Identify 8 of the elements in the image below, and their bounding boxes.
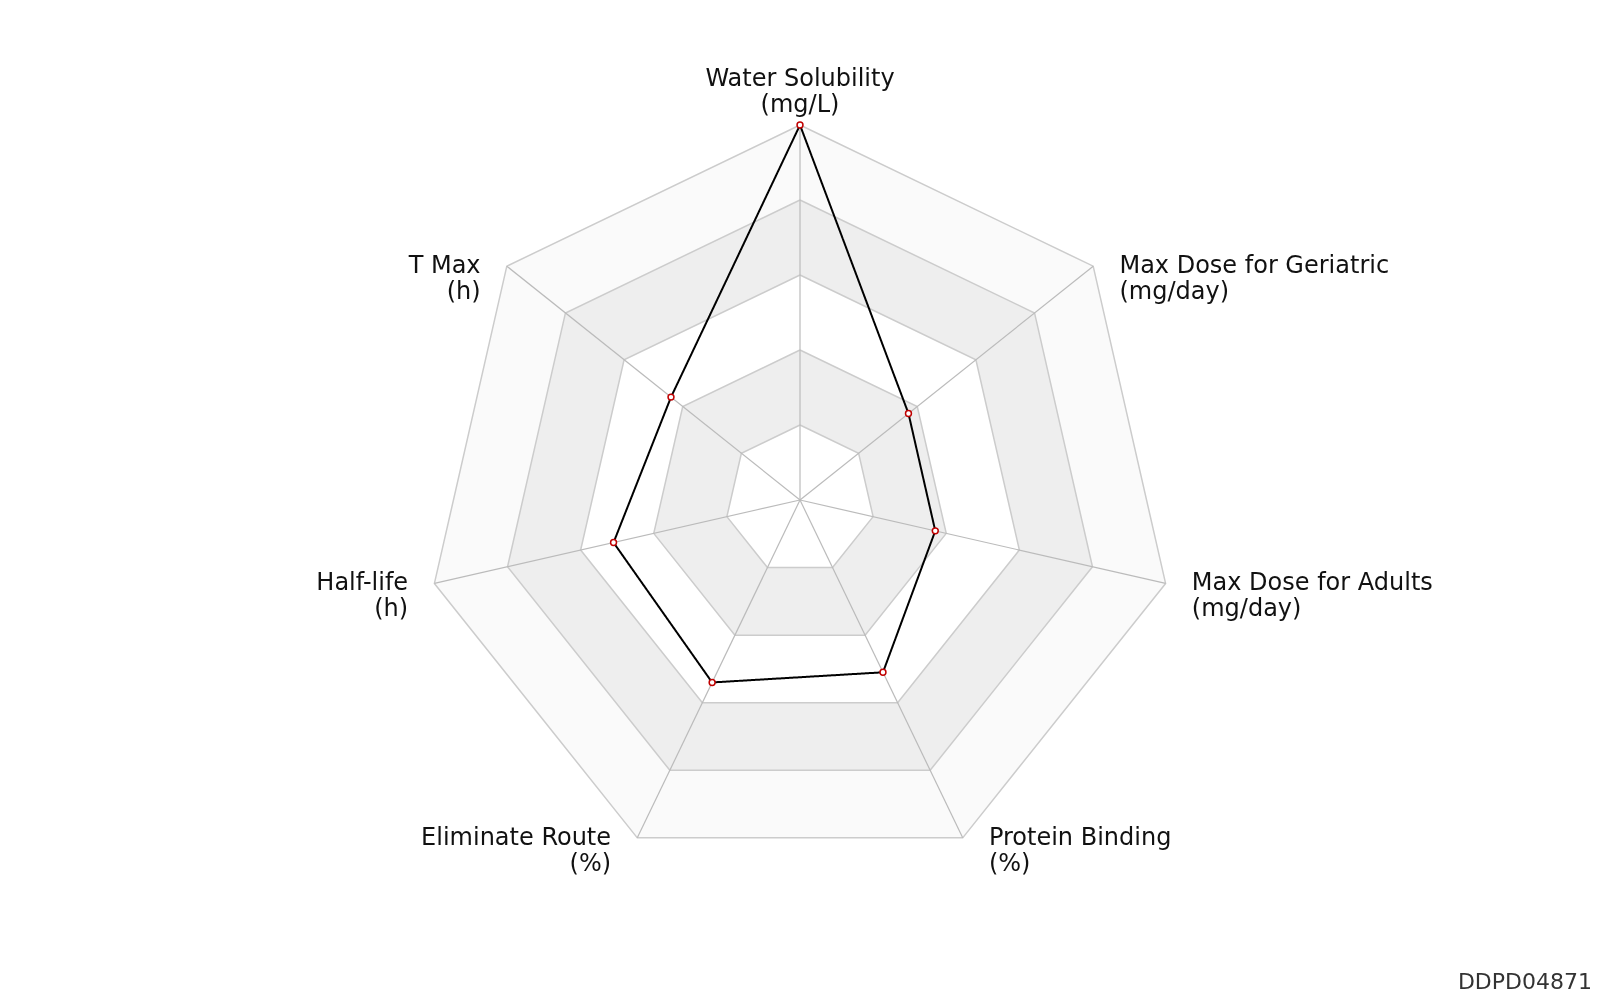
spoke-label: Max Dose for Geriatric (mg/day) (1119, 251, 1390, 306)
spoke-label: Water Solubility (mg/L) (705, 64, 895, 119)
spoke-label: Max Dose for Adults (mg/day) (1191, 568, 1433, 623)
spoke-label: Protein Binding (%) (988, 822, 1172, 877)
spoke-label: Half-life (h) (316, 568, 409, 623)
text: DDPD04871 (1457, 969, 1592, 994)
spoke-label: Eliminate Route (%) (421, 822, 612, 877)
spoke-label: T Max (h) (407, 251, 481, 306)
